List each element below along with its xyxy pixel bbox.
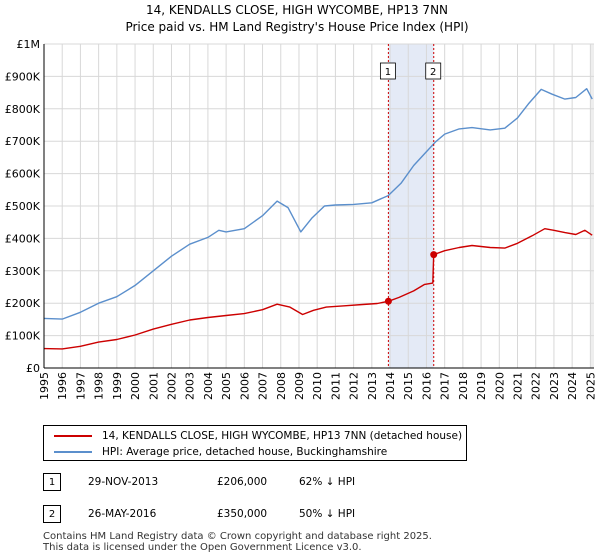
y-tick-label: £1M [17, 38, 41, 51]
x-tick-label: 2014 [384, 372, 397, 400]
x-tick-label: 2020 [493, 372, 506, 400]
sale-point [384, 297, 392, 305]
sale-label: 2 [430, 67, 436, 78]
transaction-date: 26-MAY-2016 [88, 508, 157, 520]
y-tick-label: £0 [26, 362, 40, 375]
legend-label-hpi: HPI: Average price, detached house, Buck… [102, 446, 388, 458]
y-tick-label: £400K [5, 232, 41, 245]
y-tick-label: £500K [5, 200, 41, 213]
x-tick-label: 2023 [548, 372, 561, 400]
x-tick-label: 2002 [165, 372, 178, 400]
x-tick-label: 2001 [147, 372, 160, 400]
x-tick-label: 2015 [402, 372, 415, 400]
x-tick-label: 2007 [257, 372, 270, 400]
x-tick-label: 2025 [584, 372, 597, 400]
y-tick-label: £700K [5, 135, 41, 148]
y-tick-label: £900K [5, 70, 41, 83]
x-tick-label: 2019 [475, 372, 488, 400]
x-tick-label: 2006 [238, 372, 251, 400]
x-tick-label: 2004 [202, 372, 215, 400]
grid [43, 43, 594, 369]
transaction-hpi-diff: 62% ↓ HPI [299, 476, 356, 488]
x-tick-label: 1995 [38, 372, 51, 400]
footer: Contains HM Land Registry data © Crown c… [43, 531, 432, 553]
transaction-number-badge: 1 [43, 473, 61, 491]
footer-licence: This data is licensed under the Open Gov… [43, 542, 362, 553]
legend-label-property: 14, KENDALLS CLOSE, HIGH WYCOMBE, HP13 7… [102, 430, 463, 442]
chart-title: 14, KENDALLS CLOSE, HIGH WYCOMBE, HP13 7… [146, 3, 448, 17]
transaction-hpi-diff: 50% ↓ HPI [299, 508, 356, 520]
sale-label-box [425, 62, 442, 80]
legend: 14, KENDALLS CLOSE, HIGH WYCOMBE, HP13 7… [43, 425, 467, 461]
series-layer [43, 88, 593, 350]
legend-item-hpi: HPI: Average price, detached house, Buck… [54, 444, 387, 460]
transaction-date: 29-NOV-2013 [88, 476, 159, 488]
x-tick-label: 2005 [220, 372, 233, 400]
price-chart: 14, KENDALLS CLOSE, HIGH WYCOMBE, HP13 7… [5, 3, 598, 400]
x-tick-label: 2022 [530, 372, 543, 400]
x-tick-label: 2021 [512, 372, 525, 400]
transaction-price: £350,000 [217, 508, 268, 520]
x-tick-label: 1998 [93, 372, 106, 400]
x-tick-label: 2000 [129, 372, 142, 400]
x-tick-label: 1997 [74, 372, 87, 400]
axes: £0 £100K £200K £300K £400K £500K £600K £700K £80… [5, 38, 598, 400]
y-tick-label: £800K [5, 103, 41, 116]
y-tick-label: £100K [5, 330, 41, 343]
sale-label-box [379, 62, 396, 80]
sale-label: 1 [385, 67, 391, 78]
x-tick-label: 2009 [293, 372, 306, 400]
series-line-property [43, 228, 593, 350]
transaction-price: £206,000 [217, 476, 268, 488]
legend-item-property: 14, KENDALLS CLOSE, HIGH WYCOMBE, HP13 7… [54, 428, 462, 444]
transaction-number-badge: 2 [43, 505, 61, 523]
x-tick-label: 2017 [439, 372, 452, 400]
series-line-hpi [43, 88, 593, 320]
y-tick-label: £300K [5, 265, 41, 278]
y-tick-label: £200K [5, 297, 41, 310]
y-tick-label: £600K [5, 168, 41, 181]
x-tick-label: 1999 [111, 372, 124, 400]
x-tick-label: 2013 [366, 372, 379, 400]
sale-point [430, 251, 438, 259]
chart-subtitle: Price paid vs. HM Land Registry's House … [125, 20, 468, 34]
x-tick-label: 2010 [311, 372, 324, 400]
x-tick-label: 2011 [329, 372, 342, 400]
legend-line-property [54, 435, 92, 437]
footer-copyright: Contains HM Land Registry data © Crown c… [43, 531, 432, 542]
x-tick-label: 2003 [184, 372, 197, 400]
x-tick-label: 2016 [420, 372, 433, 400]
x-tick-label: 1996 [56, 372, 69, 400]
x-tick-label: 2008 [275, 372, 288, 400]
x-tick-label: 2018 [457, 372, 470, 400]
x-tick-label: 2024 [566, 372, 579, 400]
x-tick-label: 2012 [348, 372, 361, 400]
legend-line-hpi [54, 451, 92, 453]
